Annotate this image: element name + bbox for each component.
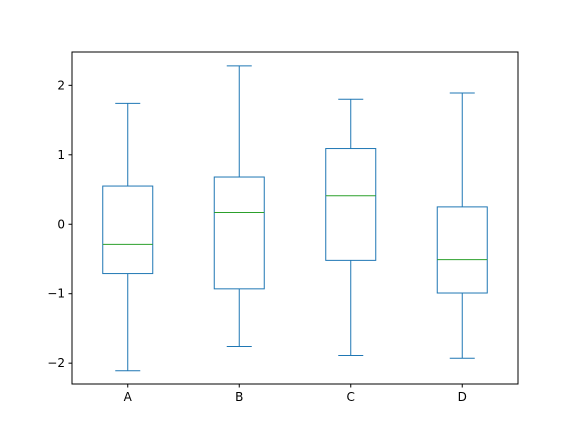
x-tick-label: C <box>347 390 355 404</box>
x-tick-label: D <box>458 390 467 404</box>
box-group-b <box>213 65 265 347</box>
box-b <box>213 176 265 290</box>
y-axis: −2 −1 0 1 2 <box>47 78 72 370</box>
y-tick-label: −1 <box>47 287 65 301</box>
box-group-a <box>102 102 154 372</box>
box-group-c <box>325 98 377 357</box>
x-tick-label: B <box>235 390 243 404</box>
box-marks <box>102 65 488 372</box>
y-tick-label: 0 <box>57 217 65 231</box>
y-tick-label: −2 <box>47 356 65 370</box>
x-tick-label: A <box>124 390 133 404</box>
box-c <box>325 148 377 261</box>
box-group-d <box>436 92 488 359</box>
plot-frame <box>71 51 519 385</box>
box-a <box>102 185 154 275</box>
x-axis: A B C D <box>124 384 467 404</box>
box-d <box>436 206 488 294</box>
y-tick-label: 2 <box>57 78 65 92</box>
y-tick-label: 1 <box>57 148 65 162</box>
